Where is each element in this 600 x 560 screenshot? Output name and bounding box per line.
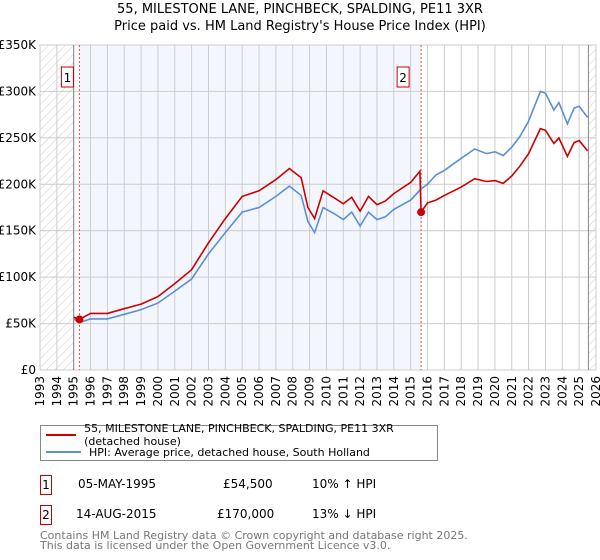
legend-label-property: 55, MILESTONE LANE, PINCHBECK, SPALDING,…	[84, 422, 394, 448]
legend-item-property: 55, MILESTONE LANE, PINCHBECK, SPALDING,…	[46, 422, 437, 448]
legend-item-hpi: HPI: Average price, detached house, Sout…	[46, 444, 370, 460]
footer-licence: This data is licensed under the Open Gov…	[40, 539, 391, 552]
x-tick-label: 2013	[370, 376, 384, 407]
x-tick-label: 2018	[454, 376, 468, 407]
footer: Contains HM Land Registry data © Crown c…	[40, 529, 468, 552]
x-tick-label: 1996	[84, 376, 98, 407]
x-tick-label: 2006	[252, 376, 266, 407]
x-tick-label: 2012	[353, 376, 367, 407]
x-tick-label: 2025	[572, 376, 586, 407]
x-tick-label: 2019	[471, 376, 485, 407]
price-chart: 1993 1994 1995 1996 1997 1998 1999 2000 2001 2002…	[0, 38, 600, 407]
x-tick-label: 2014	[387, 376, 401, 407]
sale-badge: 2	[40, 505, 52, 525]
sale-badge: 1	[40, 475, 52, 495]
x-tick-label: 2026	[589, 376, 600, 407]
sale-label-box	[60, 66, 74, 88]
sale-date: 14-AUG-2015	[76, 507, 157, 521]
x-tick-label: 2007	[269, 376, 283, 407]
sale-label-box	[396, 66, 410, 88]
x-tick-label: 2001	[168, 376, 182, 407]
legend-swatch-blue	[46, 451, 81, 453]
x-tick-label: 2016	[421, 376, 435, 407]
sale-row-1: 1 05-MAY-1995 £54,500 10% ↑ HPI	[40, 475, 440, 495]
sale-label: 2	[399, 71, 407, 85]
y-tick-label: £100K	[0, 270, 37, 284]
y-tick-label: £300K	[0, 84, 37, 98]
x-tick-label: 2010	[319, 376, 333, 407]
footer-copyright: Contains HM Land Registry data © Crown c…	[40, 529, 468, 542]
sale-point	[417, 208, 426, 217]
x-tick-label: 2024	[555, 376, 569, 407]
y-tick-label: £0	[21, 363, 36, 377]
x-tick-label: 2023	[538, 376, 552, 407]
x-tick-label: 1998	[117, 376, 131, 407]
x-tick-label: 1994	[50, 376, 64, 407]
x-tick-label: 2002	[185, 376, 199, 407]
x-tick-label: 1999	[134, 376, 148, 407]
y-tick-label: £350K	[0, 38, 37, 52]
sale-label: 1	[64, 71, 72, 85]
x-tick-label: 2004	[218, 376, 232, 407]
sale-date: 05-MAY-1995	[78, 477, 157, 491]
x-tick-label: 2005	[235, 376, 249, 407]
x-tick-label: 1997	[100, 376, 114, 407]
sale-price: £170,000	[217, 507, 275, 521]
legend-swatch-red	[46, 434, 77, 436]
legend: 55, MILESTONE LANE, PINCHBECK, SPALDING,…	[40, 422, 438, 461]
sale-point	[75, 315, 84, 324]
y-tick-label: £250K	[0, 131, 37, 145]
chart-subtitle: Price paid vs. HM Land Registry's House …	[114, 19, 486, 34]
y-tick-label: £200K	[0, 177, 37, 191]
sale-hpi-diff: 13% ↓ HPI	[312, 507, 377, 521]
series-line-property	[73, 127, 589, 321]
legend-label-hpi: HPI: Average price, detached house, Sout…	[89, 445, 370, 459]
x-tick-label: 2000	[151, 376, 165, 407]
sale-price: £54,500	[223, 477, 273, 491]
x-tick-label: 2008	[286, 376, 300, 407]
x-tick-label: 2020	[488, 376, 502, 407]
x-tick-label: 2015	[404, 376, 418, 407]
x-tick-label: 2021	[505, 376, 519, 407]
x-tick-label: 2017	[437, 376, 451, 407]
ownership-shading	[79, 45, 422, 370]
x-tick-label: 2011	[336, 376, 350, 407]
x-tick-label: 2003	[201, 376, 215, 407]
x-tick-label: 1995	[67, 376, 81, 407]
sale-hpi-diff: 10% ↑ HPI	[312, 477, 377, 491]
x-tick-label: 2022	[522, 376, 536, 407]
y-tick-label: £150K	[0, 224, 37, 238]
series-line-hpi	[73, 90, 589, 324]
x-tick-label: 2009	[303, 376, 317, 407]
chart-title: 55, MILESTONE LANE, PINCHBECK, SPALDING,…	[117, 2, 483, 17]
sale-row-2: 2 14-AUG-2015 £170,000 13% ↓ HPI	[40, 505, 440, 525]
x-tick-label: 1993	[33, 376, 47, 407]
hatch-after-data	[588, 45, 596, 370]
y-tick-label: £50K	[5, 317, 37, 331]
